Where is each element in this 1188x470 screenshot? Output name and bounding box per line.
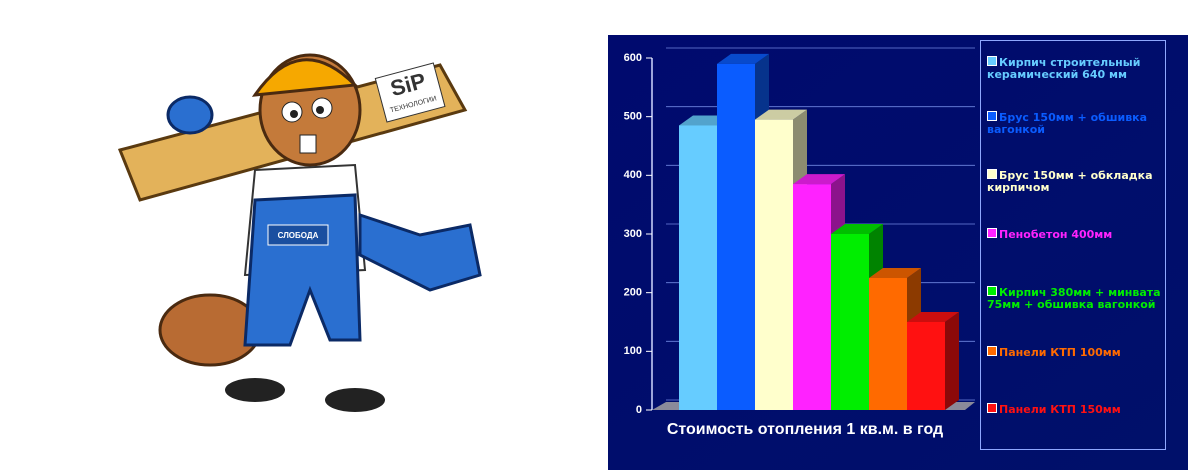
legend-item: Брус 150мм + обкладка кирпичом — [987, 169, 1163, 194]
legend-swatch — [987, 56, 997, 66]
legend-swatch — [987, 228, 997, 238]
bar — [793, 184, 831, 410]
page: SiP ТЕХНОЛОГИИ СЛОБОДА Стоимость отоплен… — [0, 0, 1188, 470]
legend-item: Кирпич строительный керамический 640 мм — [987, 56, 1163, 81]
y-tick-label: 300 — [624, 228, 642, 240]
beaver-illustration: SiP ТЕХНОЛОГИИ СЛОБОДА — [120, 55, 480, 412]
y-tick-label: 100 — [624, 345, 642, 357]
bar-side — [945, 312, 959, 410]
legend-item: Панели КТП 100мм — [987, 346, 1163, 359]
legend-label: Кирпич строительный керамический 640 мм — [987, 56, 1140, 81]
bar — [755, 120, 793, 410]
legend-item: Брус 150мм + обшивка вагонкой — [987, 111, 1163, 136]
legend-label: Панели КТП 150мм — [999, 403, 1121, 416]
legend: Кирпич строительный керамический 640 мм Б… — [980, 40, 1166, 450]
legend-item: Панели КТП 150мм — [987, 403, 1163, 416]
legend-label: Брус 150мм + обшивка вагонкой — [987, 111, 1147, 136]
legend-swatch — [987, 286, 997, 296]
badge-text: СЛОБОДА — [278, 231, 319, 240]
legend-item: Пенобетон 400мм — [987, 228, 1163, 241]
bar — [679, 125, 717, 410]
bar — [831, 234, 869, 410]
legend-swatch — [987, 169, 997, 179]
legend-swatch — [987, 346, 997, 356]
legend-swatch — [987, 403, 997, 413]
legend-label: Пенобетон 400мм — [999, 228, 1112, 241]
y-tick-label: 200 — [624, 287, 642, 299]
y-tick-label: 500 — [624, 111, 642, 123]
legend-swatch — [987, 111, 997, 121]
legend-label: Брус 150мм + обкладка кирпичом — [987, 169, 1153, 194]
bar — [869, 278, 907, 410]
bar — [907, 322, 945, 410]
y-tick-label: 400 — [624, 169, 642, 181]
legend-item: Кирпич 380мм + минвата 75мм + обшивка ва… — [987, 286, 1163, 311]
y-tick-label: 600 — [624, 52, 642, 64]
legend-label: Кирпич 380мм + минвата 75мм + обшивка ва… — [987, 286, 1161, 311]
y-tick-label: 0 — [636, 404, 642, 416]
legend-label: Панели КТП 100мм — [999, 346, 1121, 359]
bar — [717, 64, 755, 410]
chart-title: Стоимость отопления 1 кв.м. в год — [667, 421, 943, 438]
